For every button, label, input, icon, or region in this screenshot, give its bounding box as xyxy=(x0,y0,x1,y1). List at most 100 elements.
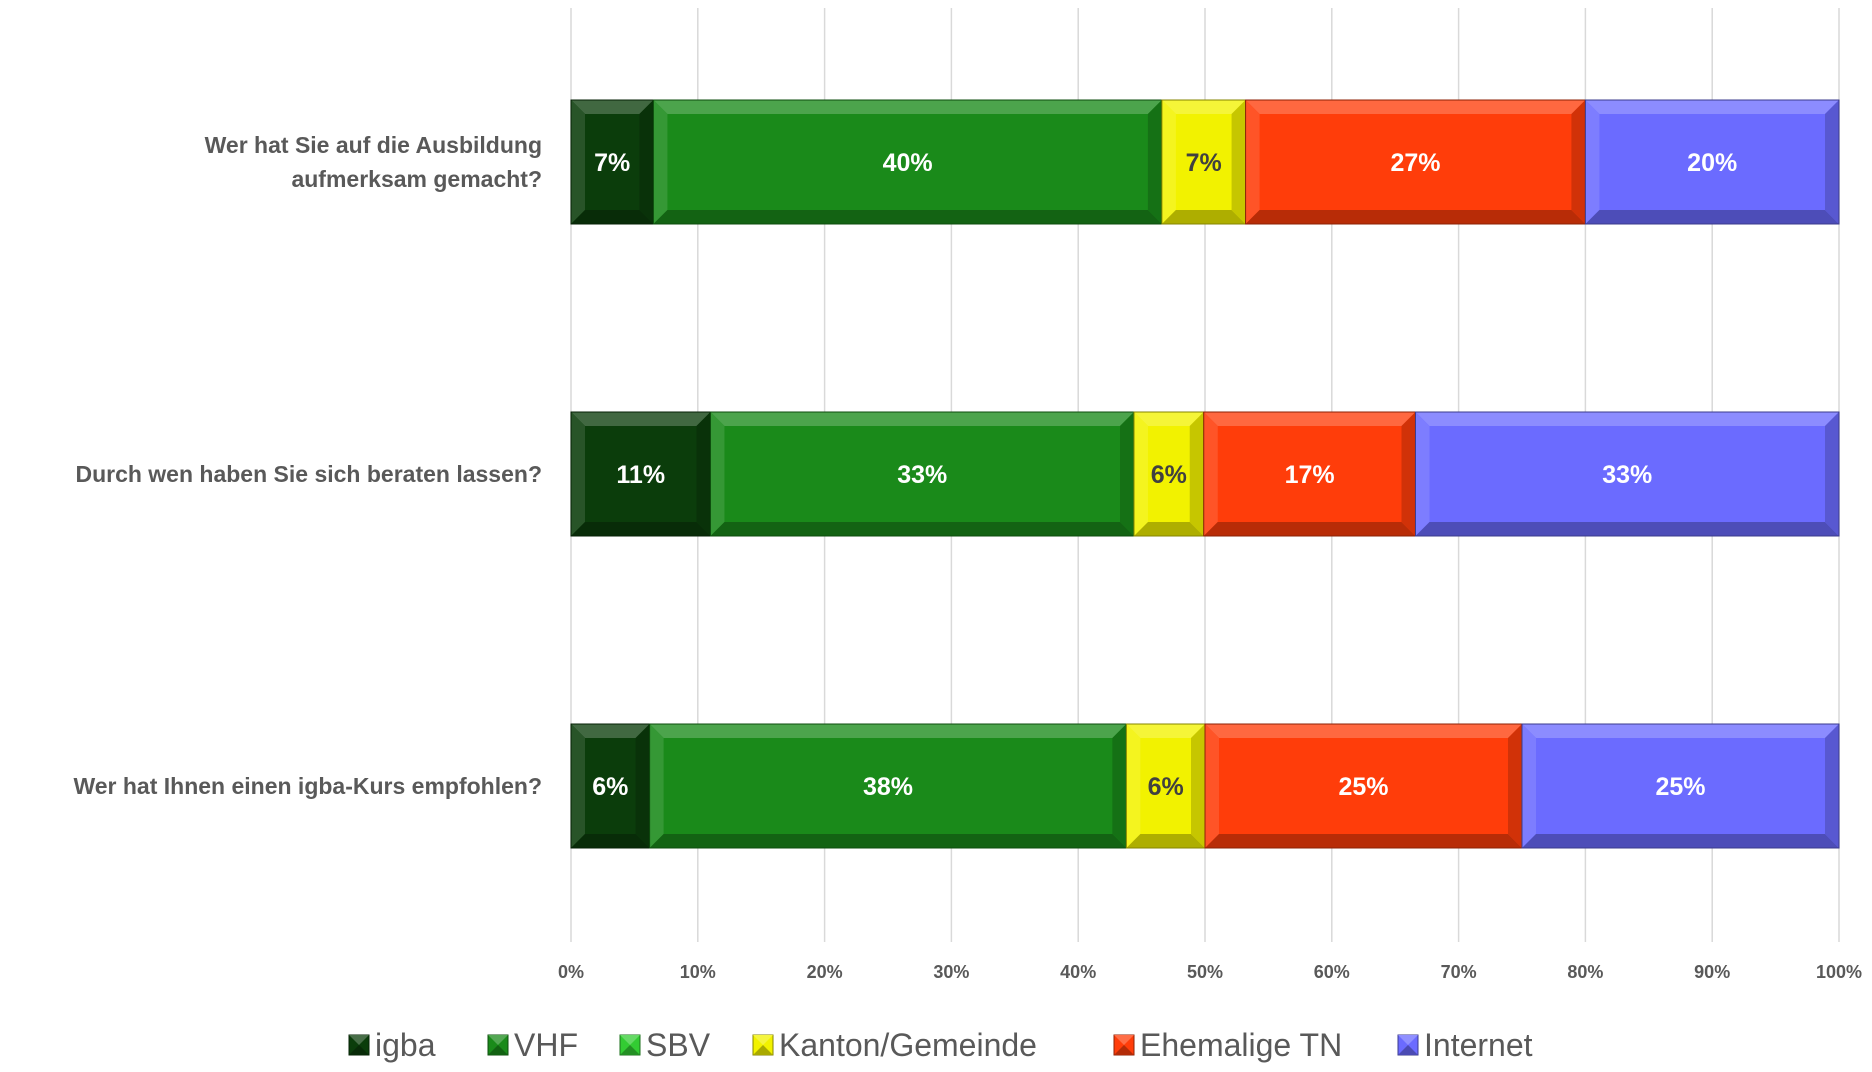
bar-bevel-right xyxy=(1825,724,1839,848)
data-label: 20% xyxy=(1687,149,1737,177)
legend-item: igba xyxy=(348,1027,436,1063)
bar-bevel-right xyxy=(696,412,711,536)
bar-bevel-left xyxy=(1161,100,1176,224)
bar-segment-fill xyxy=(571,412,711,536)
data-label: 25% xyxy=(1338,773,1388,801)
bar-bevel-top xyxy=(1205,724,1522,738)
bar-bevel-left xyxy=(1126,724,1141,848)
x-tick-label: 20% xyxy=(807,962,843,982)
bar-bevel-bottom xyxy=(1245,210,1586,224)
x-tick-label: 30% xyxy=(933,962,969,982)
bar-bevel-top xyxy=(1161,100,1246,114)
legend-swatch-bevel xyxy=(488,1045,508,1055)
bar-bevel-bottom xyxy=(1522,834,1839,848)
bar-bevel-left xyxy=(1522,724,1536,848)
bar-segment: 17% xyxy=(1203,411,1416,537)
legend: igba VHF SBV Kanton/Gemeinde Ehemalige TN Int… xyxy=(348,1027,1533,1063)
data-label: 25% xyxy=(1655,773,1705,801)
legend-swatch-bevel xyxy=(620,1045,640,1055)
legend-item: Internet xyxy=(1397,1027,1533,1063)
bar-bevel-top xyxy=(1203,412,1416,426)
legend-label: VHF xyxy=(514,1027,578,1063)
bar-bevel-left xyxy=(1585,100,1600,224)
bar-bevel-top xyxy=(571,724,650,738)
bar-segment: 38% xyxy=(649,723,1127,849)
legend-label: SBV xyxy=(646,1027,711,1063)
bar-bevel-right xyxy=(1191,724,1205,848)
bar-segments: 7% 40% 7% 27% 20% 11% 33% 6% 17% 33% 6% 38% 6% 25% 25% xyxy=(570,99,1840,849)
bar-bevel-top xyxy=(1415,412,1839,426)
bar-bevel-right xyxy=(1231,100,1246,224)
bar-bevel-top xyxy=(1133,412,1204,426)
bar-segment: 20% xyxy=(1584,99,1840,225)
data-label: 33% xyxy=(1602,461,1652,489)
legend-swatch-bevel xyxy=(488,1035,508,1045)
legend-item: SBV xyxy=(619,1027,711,1063)
data-label: 40% xyxy=(883,149,933,177)
bar-bevel-right xyxy=(1147,100,1162,224)
bar-bevel-bottom xyxy=(571,834,650,848)
data-label: 7% xyxy=(594,149,630,177)
bar-segment-fill xyxy=(649,724,1127,848)
data-label: 7% xyxy=(1186,149,1222,177)
bar-bevel-right xyxy=(1508,724,1522,848)
bar-bevel-top xyxy=(1245,100,1586,114)
x-tick-label: 90% xyxy=(1694,962,1730,982)
bar-bevel-top xyxy=(1522,724,1839,738)
bar-segment-fill xyxy=(1205,724,1522,848)
bar-bevel-left xyxy=(1245,100,1260,224)
x-tick-label: 80% xyxy=(1567,962,1603,982)
bar-bevel-right xyxy=(635,724,650,848)
bar-bevel-left xyxy=(1203,412,1218,536)
bar-bevel-bottom xyxy=(571,210,654,224)
data-label: 27% xyxy=(1390,149,1440,177)
data-label: 33% xyxy=(897,461,947,489)
bar-bevel-bottom xyxy=(1126,834,1205,848)
legend-item: Ehemalige TN xyxy=(1113,1027,1342,1063)
category-label: Durch wen haben Sie sich beraten lassen? xyxy=(75,461,542,487)
bar-bevel-top xyxy=(571,100,654,114)
bar-bevel-right xyxy=(1825,412,1839,536)
bar-bevel-left xyxy=(571,412,585,536)
bar-segment: 6% xyxy=(570,723,651,849)
bar-bevel-bottom xyxy=(1161,210,1246,224)
x-axis-tick-labels: 0% 10% 20% 30% 40% 50% 60% 70% 80% 90% 100% xyxy=(558,962,1862,982)
category-label: Wer hat Sie auf die Ausbildung xyxy=(205,132,542,158)
bar-bevel-bottom xyxy=(1205,834,1522,848)
bar-segment-fill xyxy=(710,412,1134,536)
x-tick-label: 50% xyxy=(1187,962,1223,982)
bar-bevel-top xyxy=(710,412,1134,426)
x-tick-label: 70% xyxy=(1441,962,1477,982)
bar-segment: 27% xyxy=(1245,99,1586,225)
bar-segment-outline xyxy=(1521,723,1840,849)
bar-bevel-bottom xyxy=(710,522,1134,536)
category-label: aufmerksam gemacht? xyxy=(291,166,542,192)
legend-label: Kanton/Gemeinde xyxy=(779,1027,1037,1063)
bar-bevel-bottom xyxy=(653,210,1162,224)
bar-bevel-top xyxy=(1126,724,1205,738)
bar-bevel-bottom xyxy=(1415,522,1839,536)
legend-label: igba xyxy=(375,1027,436,1063)
bar-segment: 11% xyxy=(570,411,711,537)
bar-bevel-right xyxy=(1189,412,1204,536)
bar-bevel-bottom xyxy=(1585,210,1839,224)
bar-segment-fill xyxy=(1585,100,1839,224)
data-label: 6% xyxy=(1151,461,1187,489)
x-tick-label: 0% xyxy=(558,962,584,982)
legend-swatch-bevel xyxy=(1114,1045,1134,1055)
bar-bevel-left xyxy=(649,724,664,848)
legend-swatch-bevel xyxy=(1114,1035,1134,1045)
data-label: 6% xyxy=(1148,773,1184,801)
bar-bevel-left xyxy=(571,100,585,224)
bar-segment-fill xyxy=(1522,724,1839,848)
bar-segment-outline xyxy=(1414,411,1840,537)
legend-swatch-bevel xyxy=(349,1045,369,1055)
legend-swatch-bevel xyxy=(753,1045,773,1055)
bar-bevel-bottom xyxy=(571,522,711,536)
bar-segment: 33% xyxy=(1414,411,1840,537)
legend-swatch-bevel xyxy=(1398,1035,1418,1045)
legend-item: Kanton/Gemeinde xyxy=(752,1027,1037,1063)
bar-bevel-right xyxy=(1119,412,1134,536)
legend-swatch-bevel xyxy=(620,1035,640,1045)
legend-label: Ehemalige TN xyxy=(1140,1027,1342,1063)
